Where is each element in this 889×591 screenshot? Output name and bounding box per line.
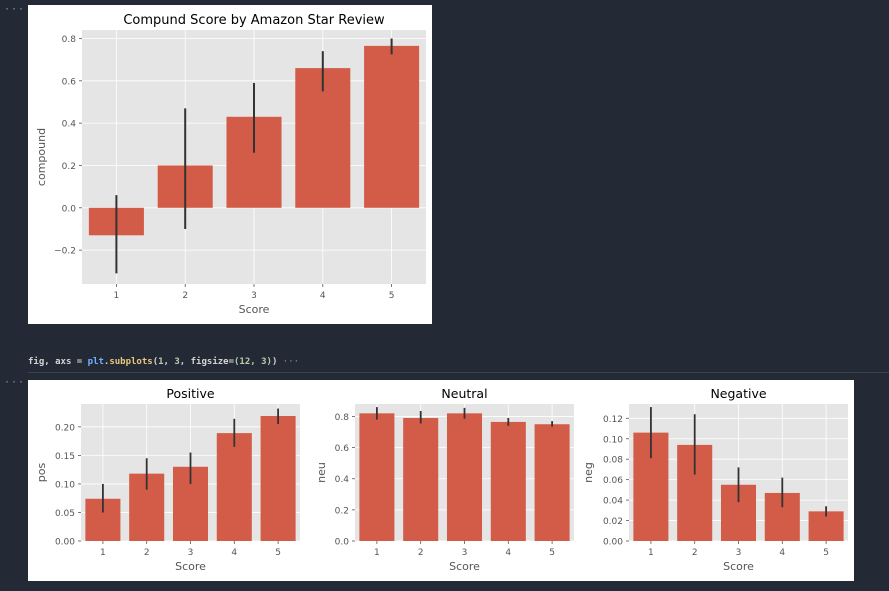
x-tick-label: 4	[231, 548, 237, 558]
code-token: fig	[28, 357, 45, 367]
bar	[216, 433, 252, 541]
x-axis-label: Score	[723, 560, 754, 573]
x-tick-label: 1	[374, 548, 380, 558]
y-axis-label: compound	[35, 128, 48, 186]
neutral-chart: 0.0 0.2 0.4 0.6 0.8 1 2 3 4 5 Neutral Score neu	[315, 386, 574, 573]
y-tick-label: 0.08	[603, 456, 623, 466]
negative-chart: 0.00 0.02 0.04 0.06 0.08 0.10 0.12 1 2 3 4 5 Negativ…	[582, 386, 848, 573]
x-tick-label: 3	[188, 548, 194, 558]
y-tick-label: 0.8	[62, 35, 77, 45]
code-cell[interactable]: fig, axs = plt.subplots(1, 3, figsize=(1…	[28, 357, 299, 367]
code-token: subplots	[109, 357, 153, 367]
code-token: ,	[44, 357, 56, 367]
x-tick-label: 4	[779, 548, 785, 558]
x-tick-label: 3	[251, 291, 257, 301]
code-token: (12, 3)	[234, 357, 272, 367]
x-tick-label: 5	[823, 548, 829, 558]
x-tick-label: 1	[648, 548, 654, 558]
y-tick-label: 0.6	[335, 444, 350, 454]
y-tick-label: 0.0	[335, 538, 350, 548]
cell-collapse-marker[interactable]: ···	[4, 377, 26, 388]
code-token: plt	[87, 357, 104, 367]
code-token: figsize=	[190, 357, 234, 367]
code-token: 3	[174, 357, 180, 367]
chart-title: Negative	[710, 386, 766, 401]
y-tick-label: 0.05	[55, 509, 75, 519]
x-tick-label: 5	[275, 548, 281, 558]
bar	[260, 415, 296, 541]
output-panel-compound: −0.2 0.0 0.2 0.4 0.6 0.8 1 2 3 4 5 Compund Score by…	[28, 5, 432, 324]
y-tick-label: 0.0	[62, 204, 77, 214]
chart-title: Compund Score by Amazon Star Review	[123, 13, 385, 28]
y-tick-label: 0.4	[62, 120, 77, 130]
x-tick-label: 5	[389, 291, 395, 301]
x-tick-label: 5	[549, 548, 555, 558]
x-axis-label: Score	[175, 560, 206, 573]
y-tick-label: 0.15	[55, 452, 75, 462]
y-tick-label: 0.06	[603, 476, 623, 486]
y-tick-label: 0.4	[335, 475, 350, 485]
x-tick-label: 4	[505, 548, 511, 558]
y-tick-label: 0.2	[62, 162, 76, 172]
x-tick-label: 2	[182, 291, 188, 301]
code-token: .	[103, 357, 110, 367]
y-axis-label: pos	[35, 463, 48, 483]
bar	[490, 421, 526, 541]
code-token: )	[271, 357, 278, 367]
x-axis-label: Score	[449, 560, 480, 573]
x-tick-label: 1	[100, 548, 106, 558]
code-token: 1	[158, 357, 164, 367]
y-tick-label: 0.2	[335, 506, 349, 516]
bar	[364, 45, 420, 208]
x-tick-label: 3	[462, 548, 468, 558]
y-tick-label: 0.00	[603, 538, 623, 548]
sentiment-charts: 0.000.050.100.150.201 2 3 4 5PositiveScorepo…	[35, 386, 848, 573]
y-tick-label: 0.10	[603, 435, 623, 445]
chart-title: Neutral	[441, 386, 487, 401]
bar	[534, 424, 570, 541]
cell-divider	[28, 372, 889, 373]
x-tick-label: 2	[692, 548, 698, 558]
x-axis-label: Score	[239, 303, 270, 316]
output-panel-sentiment: 0.00 0.05 0.10 0.15 0.20 1 2 3 4 5 Positive Score po…	[28, 380, 854, 581]
y-tick-label: 0.10	[55, 480, 75, 490]
chart-title: Positive	[166, 386, 214, 401]
code-collapsed-ellipsis[interactable]: ···	[277, 357, 300, 367]
y-tick-label: 0.20	[55, 423, 75, 433]
x-tick-label: 2	[418, 548, 424, 558]
bar	[403, 418, 439, 541]
code-token: ,	[179, 357, 191, 367]
code-token: axs	[55, 357, 72, 367]
bar	[446, 413, 483, 541]
positive-chart: 0.00 0.05 0.10 0.15 0.20 1 2 3 4 5 Positive Score po…	[35, 386, 300, 573]
y-tick-label: −0.2	[54, 247, 76, 257]
code-token: ,	[163, 357, 175, 367]
y-tick-label: 0.8	[335, 413, 350, 423]
y-tick-label: 0.04	[603, 497, 623, 507]
y-tick-label: 0.02	[603, 517, 623, 527]
x-tick-label: 3	[736, 548, 742, 558]
cell-collapse-marker[interactable]: ···	[4, 4, 26, 15]
x-tick-label: 1	[114, 291, 120, 301]
y-tick-label: 0.12	[603, 415, 623, 425]
compound-chart: −0.2 0.0 0.2 0.4 0.6 0.8 1 2 3 4 5 Compund Score by…	[35, 13, 426, 316]
code-token: =	[71, 357, 88, 367]
bar	[359, 413, 395, 541]
y-axis-label: neg	[582, 462, 595, 483]
x-tick-label: 2	[144, 548, 150, 558]
y-tick-label: 0.6	[62, 77, 77, 87]
y-tick-label: 0.00	[55, 538, 75, 548]
y-axis-label: neu	[315, 462, 328, 483]
x-tick-label: 4	[320, 291, 326, 301]
code-token: (	[152, 357, 159, 367]
